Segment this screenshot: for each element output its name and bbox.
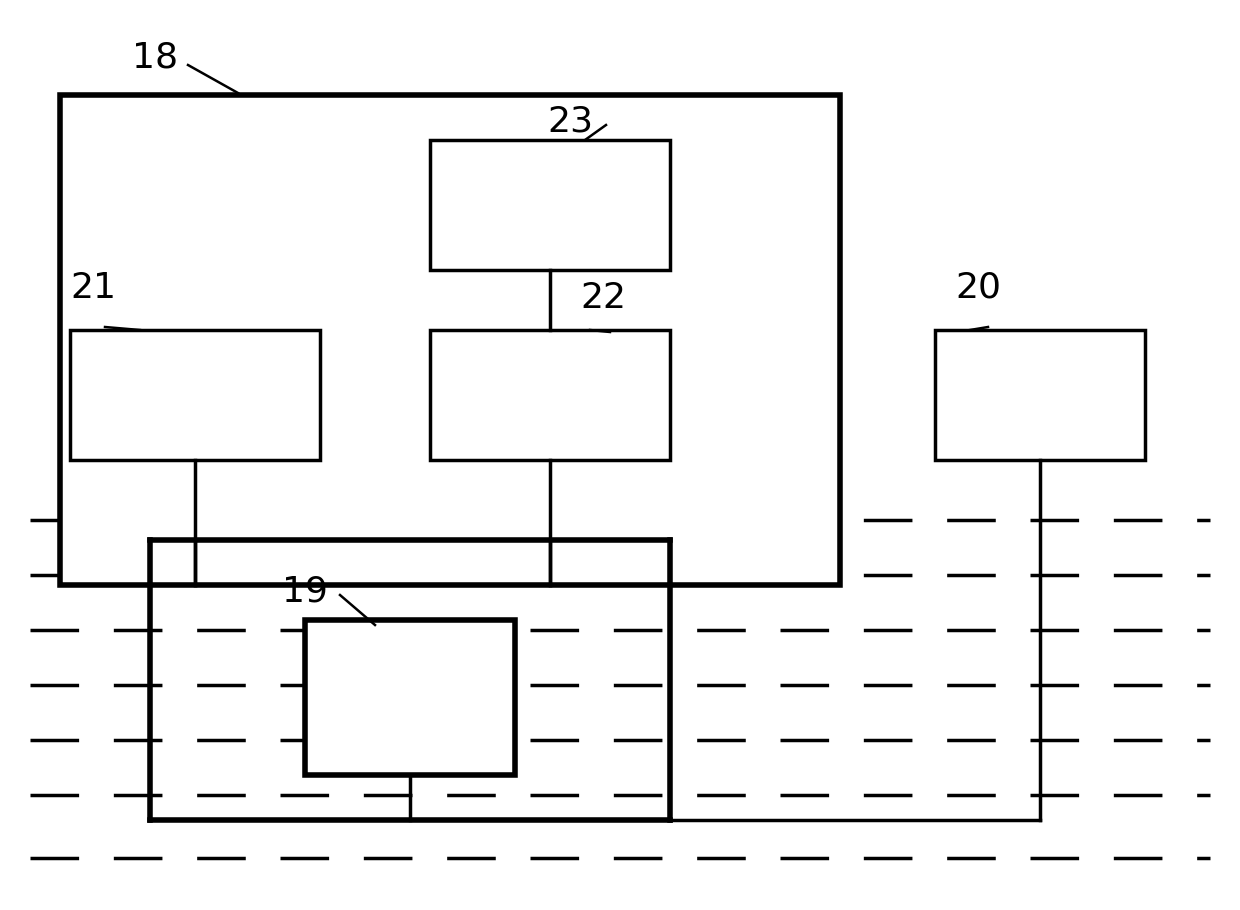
Text: 20: 20 — [955, 271, 1001, 305]
Text: 23: 23 — [547, 105, 593, 139]
Text: 18: 18 — [131, 40, 179, 74]
Text: 19: 19 — [281, 575, 327, 609]
Bar — [305, 620, 515, 775]
Bar — [69, 330, 320, 460]
Text: 22: 22 — [580, 281, 626, 315]
Bar — [430, 140, 670, 270]
Bar — [430, 330, 670, 460]
Bar — [60, 95, 839, 585]
Bar — [935, 330, 1145, 460]
Text: 21: 21 — [69, 271, 117, 305]
